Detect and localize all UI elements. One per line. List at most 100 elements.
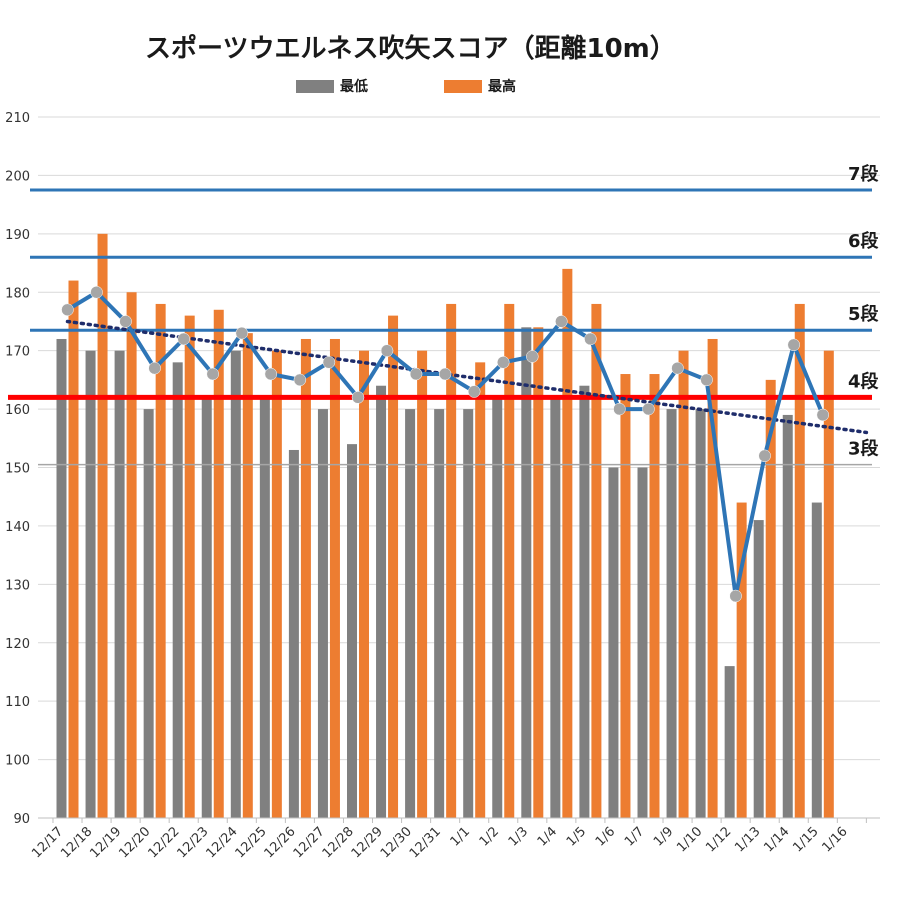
series-line-layer xyxy=(61,286,830,603)
y-tick-label: 210 xyxy=(5,111,30,126)
bar-min xyxy=(724,666,735,818)
x-tick-label: 1/10 xyxy=(674,824,705,855)
bar-min xyxy=(288,449,299,818)
y-tick-label: 190 xyxy=(5,228,30,243)
reference-line-label: 7段 xyxy=(848,163,880,185)
trendline xyxy=(65,319,869,435)
bar-max xyxy=(562,268,573,819)
bar-min xyxy=(85,350,96,818)
y-tick-label: 200 xyxy=(5,169,30,184)
bar-max xyxy=(68,280,79,819)
bar-max xyxy=(126,292,137,818)
x-tick-label: 1/9 xyxy=(651,824,676,849)
legend-swatch-max xyxy=(444,79,482,93)
x-tick-label: 12/27 xyxy=(291,824,328,861)
series-point xyxy=(438,367,452,381)
bar-max xyxy=(504,303,515,818)
x-tick-label: 12/28 xyxy=(320,824,357,861)
series-point xyxy=(206,367,219,381)
bar-max xyxy=(620,374,631,818)
y-tick-label: 180 xyxy=(5,286,30,301)
bar-min xyxy=(143,409,154,818)
reference-line-label: 6段 xyxy=(848,230,880,252)
y-tick-label: 100 xyxy=(5,754,30,769)
series-point xyxy=(758,449,771,463)
bar-max xyxy=(765,379,776,818)
bar-max xyxy=(329,338,340,818)
bar-min xyxy=(317,409,328,818)
bar-min xyxy=(405,409,416,818)
bar-min xyxy=(782,414,793,818)
x-tick-label: 1/13 xyxy=(732,824,763,855)
series-point xyxy=(642,402,655,416)
reference-line-layer: 7段 6段 5段 4段 3段 xyxy=(8,163,880,466)
bar-min xyxy=(637,467,648,818)
reference-line-label: 5段 xyxy=(848,303,880,325)
bar-max xyxy=(359,350,369,818)
x-tick-label: 12/31 xyxy=(407,824,444,861)
bar-min xyxy=(347,444,357,818)
series-point xyxy=(584,332,597,346)
bar-min xyxy=(376,385,387,818)
series-point xyxy=(148,361,161,375)
legend-label-min: 最低 xyxy=(340,79,368,95)
bar-max xyxy=(823,350,834,818)
bar-min xyxy=(753,520,764,818)
x-tick-label: 12/29 xyxy=(349,824,386,861)
bar-min xyxy=(608,467,619,818)
series-point xyxy=(322,356,336,369)
series-point xyxy=(235,326,249,340)
bar-min xyxy=(259,397,270,818)
bar-min xyxy=(230,350,241,818)
x-tick-label: 1/15 xyxy=(790,824,821,855)
series-point xyxy=(671,361,684,375)
legend-item-max: 最高 xyxy=(444,76,516,96)
series-point xyxy=(700,373,713,387)
bar-min xyxy=(811,502,822,818)
legend-swatch-min xyxy=(296,79,334,93)
y-tick-label: 170 xyxy=(5,345,30,360)
bar-min xyxy=(201,397,212,818)
bar-min xyxy=(579,385,590,818)
bar-max xyxy=(591,303,602,818)
series-point xyxy=(613,402,626,416)
bar-max xyxy=(184,315,195,818)
series-point xyxy=(467,385,481,398)
x-tick-label: 1/5 xyxy=(564,824,589,849)
y-tick-label: 130 xyxy=(5,578,30,593)
bar-max xyxy=(649,374,660,818)
bar-max xyxy=(794,303,805,818)
x-tick-label: 1/1 xyxy=(448,824,473,849)
bar-max xyxy=(475,362,486,818)
x-tick-label: 1/12 xyxy=(703,824,734,855)
bar-min xyxy=(56,338,67,818)
y-tick-label: 150 xyxy=(5,462,30,477)
series-point xyxy=(177,332,190,346)
series-point xyxy=(526,350,539,363)
bar-layer xyxy=(56,233,834,819)
x-tick-label: 12/18 xyxy=(58,824,95,861)
y-tick-label: 140 xyxy=(5,520,30,535)
x-tick-label: 12/19 xyxy=(87,824,124,861)
x-tick-label: 12/23 xyxy=(174,824,211,861)
y-tick-label: 120 xyxy=(5,637,30,652)
series-point xyxy=(380,344,394,357)
x-tick-label: 12/30 xyxy=(378,824,415,861)
bar-min xyxy=(114,350,125,818)
bar-max xyxy=(300,338,311,818)
x-tick-label: 12/20 xyxy=(116,824,153,861)
bar-max xyxy=(155,303,166,818)
series-point xyxy=(351,391,365,404)
series-point xyxy=(729,589,742,603)
x-tick-label: 1/3 xyxy=(506,824,531,849)
bar-max xyxy=(417,350,428,818)
bar-max xyxy=(533,327,544,818)
trendline-layer xyxy=(65,319,869,435)
bar-min xyxy=(695,409,706,818)
bar-min xyxy=(434,409,445,818)
x-tick-label: 1/16 xyxy=(819,824,850,855)
bar-min xyxy=(550,397,561,818)
x-tick-label: 12/25 xyxy=(233,824,270,861)
bar-max xyxy=(242,333,253,818)
